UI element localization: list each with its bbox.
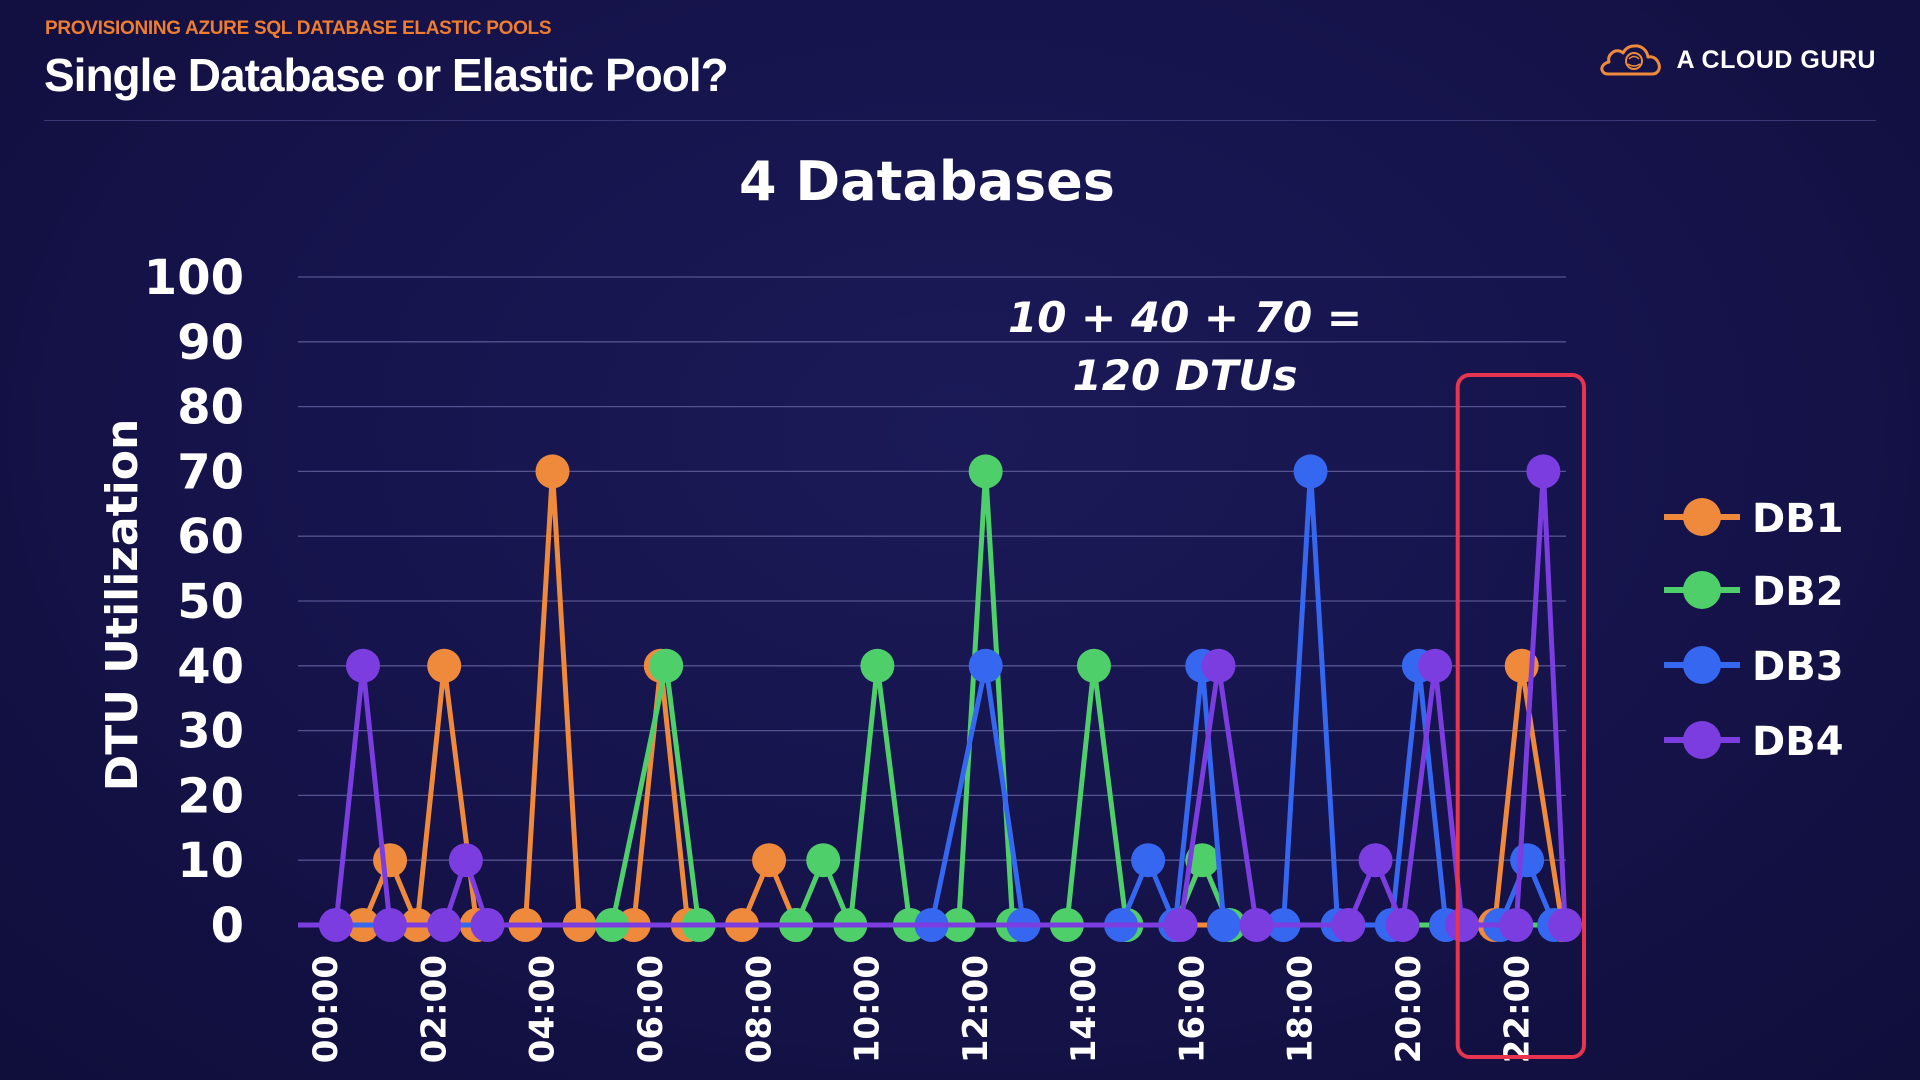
brand-name: A CLOUD GURU [1676,45,1876,74]
point-DB4-10 [1358,843,1393,878]
section-kicker: PROVISIONING AZURE SQL DATABASE ELASTIC … [45,18,552,39]
y-tick-label-20: 20 [177,768,244,824]
series-group [298,454,1584,942]
x-tick-label-1000: 10:00 [848,955,888,1063]
y-tick-label-40: 40 [177,639,244,695]
highlight-box-2200 [1455,373,1587,1059]
point-DB4-11 [1385,908,1420,942]
annotation-line1: 10 + 40 + 70 = [1008,293,1362,342]
x-tick-label-1400: 14:00 [1064,955,1104,1063]
point-DB4-3 [427,908,462,942]
series-DB3 [298,454,1584,942]
x-tick-label-1600: 16:00 [1172,955,1212,1063]
x-tick-label-0400: 04:00 [523,955,563,1063]
y-tick-label-60: 60 [177,509,244,565]
point-DB3-4 [1131,843,1166,878]
x-tick-label-1200: 12:00 [956,955,996,1063]
y-tick-label-70: 70 [177,444,244,500]
legend-marker-DB1 [1683,498,1721,536]
point-DB1-12 [752,843,787,878]
legend-marker-DB2 [1683,571,1721,609]
point-DB2-1 [649,648,684,683]
x-tick-label-0600: 06:00 [631,955,671,1063]
point-DB4-12 [1418,648,1453,683]
x-tick-label-1800: 18:00 [1281,955,1321,1063]
y-tick-label-10: 10 [177,833,244,889]
highlight-box-group [1455,373,1587,1059]
point-DB2-9 [968,454,1003,489]
legend: DB1 DB2 DB3 DB4 [1664,496,1844,765]
legend-item-DB2: DB2 [1664,569,1844,615]
point-DB3-9 [1293,454,1328,489]
cloud-logo-icon [1600,44,1662,76]
x-tick-label-2000: 20:00 [1389,955,1429,1063]
y-ticks: 0 10 20 30 40 50 60 70 80 90 100 [144,250,244,954]
legend-marker-DB3 [1683,646,1721,684]
point-DB4-8 [1239,908,1274,942]
point-DB4-6 [1163,908,1198,942]
y-tick-label-50: 50 [177,574,244,630]
legend-label-DB1: DB1 [1752,496,1844,542]
y-axis-label: DTU Utilization [97,419,148,792]
x-tick-label-2200: 22:00 [1497,955,1537,1063]
point-DB4-7 [1201,648,1236,683]
point-DB4-5 [470,908,505,942]
point-DB1-3 [427,648,462,683]
point-DB1-1 [373,843,408,878]
point-DB4-14 [1499,908,1534,942]
brand-logo: A CLOUD GURU [1598,40,1876,80]
point-DB4-2 [373,908,408,942]
y-tick-label-90: 90 [177,315,244,371]
legend-item-DB1: DB1 [1664,496,1844,542]
point-DB4-9 [1331,908,1366,942]
point-DB2-6 [860,648,895,683]
legend-item-DB3: DB3 [1664,644,1844,690]
legend-item-DB4: DB4 [1664,719,1844,765]
point-DB3-7 [1206,908,1241,942]
point-DB1-6 [535,454,570,489]
point-DB4-4 [448,843,483,878]
series-DB4 [298,454,1584,942]
chart-title: 4 Databases [739,150,1115,213]
gridlines [298,276,1566,861]
point-DB2-12 [1076,648,1111,683]
point-DB4-0 [318,908,353,942]
header-divider [44,120,1876,121]
point-DB4-13 [1445,908,1480,942]
x-tick-label-0200: 02:00 [414,955,454,1063]
x-tick-label-0000: 00:00 [306,955,346,1063]
legend-marker-DB4 [1683,721,1721,759]
point-DB2-4 [806,843,841,878]
point-DB4-1 [345,648,380,683]
y-tick-label-100: 100 [144,250,244,306]
annotation-line2: 120 DTUs [1073,351,1298,400]
point-DB4-16 [1548,908,1583,942]
legend-label-DB3: DB3 [1752,644,1844,690]
y-tick-label-30: 30 [177,704,244,760]
y-tick-label-0: 0 [211,898,244,954]
x-tick-label-0800: 08:00 [739,955,779,1063]
slide-title: Single Database or Elastic Pool? [44,49,729,101]
x-ticks: 00:00 02:00 04:00 06:00 08:00 10:00 12:00 14:00… [306,955,1537,1063]
y-tick-label-80: 80 [177,380,244,436]
legend-label-DB2: DB2 [1752,569,1844,615]
point-DB3-15 [1510,843,1545,878]
legend-label-DB4: DB4 [1752,719,1844,765]
point-DB3-1 [968,648,1003,683]
point-DB4-15 [1526,454,1561,489]
